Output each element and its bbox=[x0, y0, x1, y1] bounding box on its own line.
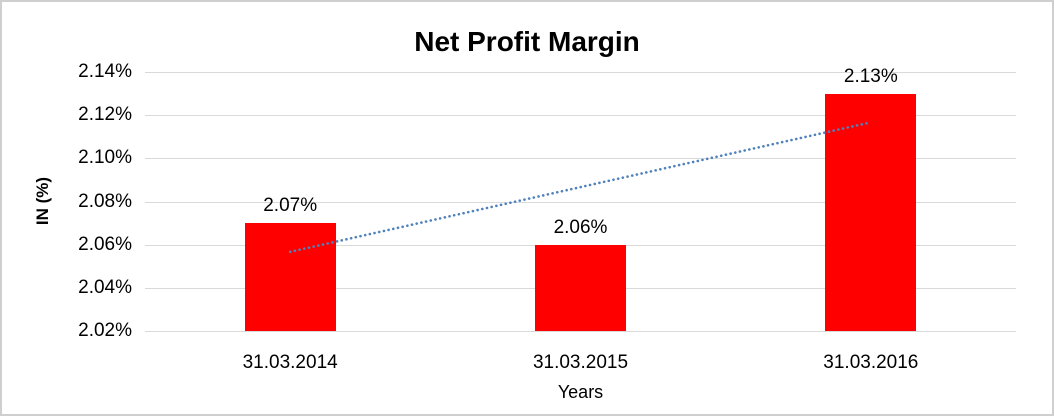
chart-title: Net Profit Margin bbox=[414, 26, 640, 57]
x-axis-title: Years bbox=[557, 382, 604, 402]
bar-data-label: 2.07% bbox=[263, 195, 318, 217]
y-axis-tick-label: 2.04% bbox=[78, 277, 132, 298]
bar bbox=[535, 244, 626, 331]
gridline bbox=[145, 72, 1016, 73]
bar-data-label: 2.13% bbox=[843, 65, 898, 87]
x-axis-category-label: 31.03.2015 bbox=[532, 352, 629, 373]
y-axis-title: IN (%) bbox=[33, 176, 52, 226]
y-axis-tick-label: 2.12% bbox=[78, 104, 132, 125]
y-axis-tick-label: 2.02% bbox=[78, 320, 132, 341]
bar-data-label: 2.06% bbox=[553, 216, 608, 238]
x-axis-category-label: 31.03.2014 bbox=[242, 352, 338, 373]
gridline bbox=[145, 115, 1016, 116]
y-axis-tick-label: 2.10% bbox=[78, 147, 132, 168]
x-axis-category-label: 31.03.2016 bbox=[823, 352, 919, 373]
y-axis-tick-label: 2.06% bbox=[78, 234, 132, 255]
bar bbox=[825, 93, 917, 331]
y-axis-tick-label: 2.14% bbox=[78, 61, 132, 82]
gridline bbox=[145, 331, 1016, 332]
y-axis-tick-label: 2.08% bbox=[78, 191, 132, 212]
bar bbox=[244, 223, 336, 331]
